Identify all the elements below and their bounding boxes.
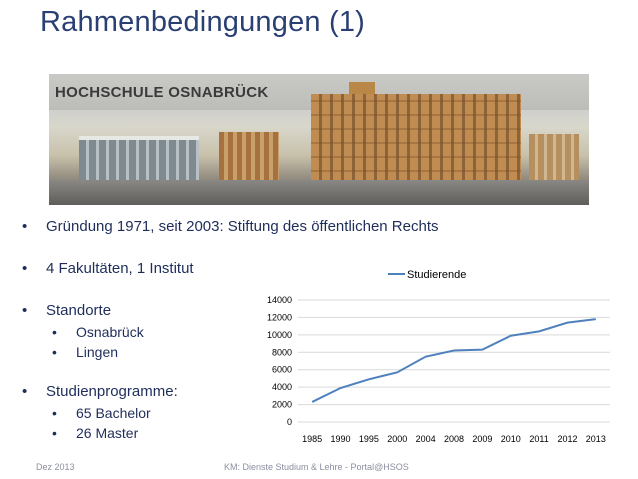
- x-tick-label: 1990: [331, 434, 351, 444]
- y-tick-label: 12000: [267, 312, 292, 322]
- y-tick-label: 8000: [272, 347, 292, 357]
- bullet-icon: •: [52, 324, 57, 340]
- x-tick-label: 2013: [586, 434, 606, 444]
- x-tick-label: 2008: [444, 434, 464, 444]
- y-tick-label: 4000: [272, 382, 292, 392]
- y-tick-label: 6000: [272, 365, 292, 375]
- chart-svg: 0 2000 4000 6000 8000 10000 12000 14000 1985 1990…: [267, 269, 610, 444]
- bullet-icon: •: [22, 383, 28, 400]
- y-tick-label: 14000: [267, 295, 292, 305]
- x-tick-label: 2012: [557, 434, 577, 444]
- x-tick-label: 2011: [529, 434, 548, 444]
- bullet-icon: •: [22, 302, 28, 319]
- sub-bullet-text: Osnabrück: [76, 324, 144, 340]
- footer-date: Dez 2013: [36, 462, 75, 472]
- bullet-text: 4 Fakultäten, 1 Institut: [46, 260, 194, 277]
- bullet-icon: •: [52, 425, 57, 441]
- bullet-text: Gründung 1971, seit 2003: Stiftung des ö…: [46, 218, 439, 235]
- footer-center-text: KM: Dienste Studium & Lehre - Portal@HSO…: [224, 462, 409, 472]
- banner-title: HOCHSCHULE OSNABRÜCK: [55, 84, 269, 101]
- students-line-chart: 0 2000 4000 6000 8000 10000 12000 14000 1985 1990…: [250, 262, 630, 452]
- x-tick-label: 1995: [359, 434, 379, 444]
- modern-building: [79, 136, 199, 182]
- series-line: [311, 318, 596, 403]
- bullet-text: Studienprogramme:: [46, 383, 178, 400]
- y-tick-label: 2000: [272, 400, 292, 410]
- x-tick-label: 2010: [501, 434, 521, 444]
- sub-bullet-text: Lingen: [76, 344, 119, 360]
- y-tick-label: 0: [287, 417, 292, 427]
- right-building: [529, 134, 579, 182]
- sub-bullet-text: 65 Bachelor: [76, 405, 151, 421]
- bullet-icon: •: [52, 405, 57, 421]
- legend-label: Studierende: [407, 269, 466, 281]
- small-building: [219, 132, 279, 182]
- bullet-text: Standorte: [46, 302, 112, 319]
- campus-banner-image: HOCHSCHULE OSNABRÜCK: [49, 74, 589, 205]
- x-tick-label: 1985: [302, 434, 322, 444]
- sub-bullet-text: 26 Master: [76, 425, 139, 441]
- bullet-icon: •: [52, 344, 57, 360]
- y-tick-label: 10000: [267, 330, 292, 340]
- bullet-icon: •: [22, 260, 28, 277]
- x-tick-label: 2000: [387, 434, 407, 444]
- historic-building: [311, 94, 521, 184]
- x-tick-label: 2004: [416, 434, 436, 444]
- bullet-icon: •: [22, 218, 28, 235]
- slide-title: Rahmenbedingungen (1): [40, 6, 366, 38]
- x-tick-label: 2009: [472, 434, 492, 444]
- foreground-ground: [49, 180, 589, 205]
